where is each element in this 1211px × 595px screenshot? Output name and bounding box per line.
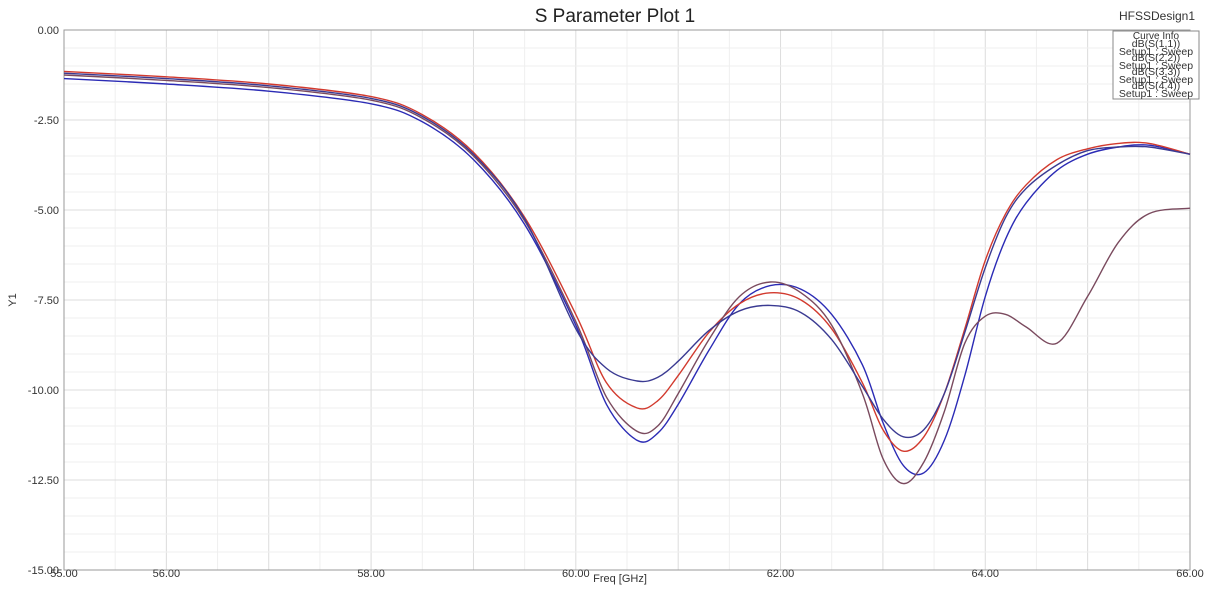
x-tick-label: 66.00 — [1176, 568, 1204, 580]
x-tick-label: 58.00 — [357, 568, 385, 580]
series-layer — [63, 70, 1191, 485]
y-tick-label: 0.00 — [38, 25, 59, 37]
y-axis-title: Y1 — [7, 293, 19, 306]
legend-entry-setup: Setup1 : Sweep — [1119, 60, 1193, 72]
y-tick-label: -15.00 — [28, 565, 59, 577]
y-tick-label: -7.50 — [34, 295, 59, 307]
y-tick-label: -5.00 — [34, 205, 59, 217]
legend-heading: Curve Info — [1133, 31, 1180, 42]
legend-entry-name: dB(S(1,1)) — [1132, 38, 1180, 50]
y-tick-label: -2.50 — [34, 115, 59, 127]
legend-entry-name: dB(S(2,2)) — [1132, 52, 1180, 64]
x-tick-label: 60.00 — [562, 568, 590, 580]
x-tick-label: 62.00 — [767, 568, 795, 580]
tick-labels: 55.00 56.00 58.00 60.00 62.00 64.00 66.00 0.00 -… — [28, 25, 1204, 580]
design-name: HFSSDesign1 — [1119, 9, 1195, 23]
legend[interactable]: Curve Info dB(S(1,1))Setup1 : SweepdB(S(… — [1112, 30, 1200, 100]
legend-entry-setup: Setup1 : Sweep — [1119, 46, 1193, 58]
legend-entry-name: dB(S(4,4)) — [1132, 80, 1180, 92]
y-tick-label: -10.00 — [28, 385, 59, 397]
legend-entry-name: dB(S(3,3)) — [1132, 66, 1180, 78]
plot-area[interactable] — [63, 29, 1191, 571]
legend-entry-setup: Setup1 : Sweep — [1119, 88, 1193, 100]
x-tick-label: 55.00 — [50, 568, 78, 580]
series-line-1[interactable] — [63, 77, 1191, 476]
chart-title: S Parameter Plot 1 — [535, 6, 696, 27]
y-tick-label: -12.50 — [28, 475, 59, 487]
series-line-4[interactable] — [63, 72, 1191, 439]
x-tick-label: 56.00 — [153, 568, 181, 580]
x-tick-label: 64.00 — [972, 568, 1000, 580]
legend-entries: dB(S(1,1))Setup1 : SweepdB(S(2,2))Setup1… — [1119, 38, 1193, 100]
legend-entry-setup: Setup1 : Sweep — [1119, 74, 1193, 86]
series-line-3[interactable] — [63, 74, 1191, 485]
x-axis-title: Freq [GHz] — [593, 573, 647, 585]
series-line-2[interactable] — [63, 70, 1191, 453]
legend-box — [1112, 30, 1200, 100]
